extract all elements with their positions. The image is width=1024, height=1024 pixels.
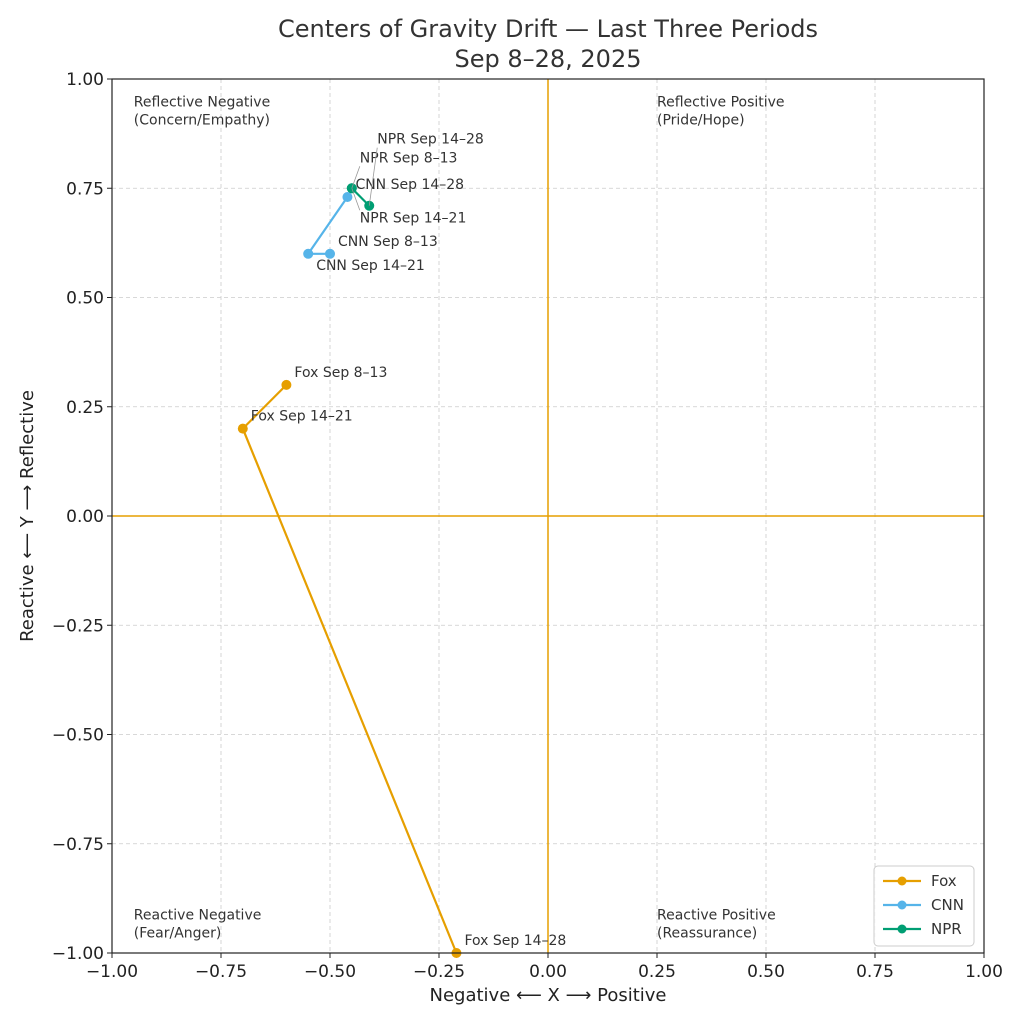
x-tick-label: 0.00 — [529, 962, 567, 982]
data-point-fox — [237, 423, 248, 434]
x-axis-label: Negative ⟵ X ⟶ Positive — [430, 985, 667, 1006]
y-tick-label: 0.25 — [66, 398, 104, 418]
x-tick-label: 0.50 — [747, 962, 785, 982]
data-point-fox — [281, 379, 292, 390]
legend-item-cnn: CNN — [883, 896, 964, 914]
y-tick-label: 0.00 — [66, 507, 104, 527]
x-tick-label: 0.25 — [638, 962, 676, 982]
legend: Fox CNN NPR — [873, 865, 975, 947]
data-label: Fox Sep 8–13 — [294, 365, 387, 381]
quadrant-labels: Reflective Negative(Concern/Empathy)Refl… — [134, 95, 785, 942]
quadrant-subtitle: (Reassurance) — [657, 925, 757, 941]
legend-label: NPR — [931, 920, 962, 938]
y-tick-label: −0.75 — [52, 835, 104, 855]
zero-lines — [112, 79, 984, 953]
data-labels: Fox Sep 8–13 Fox Sep 14–21 Fox Sep 14–28 CN… — [251, 132, 567, 949]
data-label: CNN Sep 8–13 — [338, 234, 438, 250]
y-tick-label: 1.00 — [66, 70, 104, 90]
legend-marker — [897, 900, 907, 910]
legend-label: CNN — [931, 896, 964, 914]
data-label: NPR Sep 14–21 — [360, 210, 467, 226]
chart-subtitle: Sep 8–28, 2025 — [454, 45, 641, 73]
data-point-cnn — [325, 248, 335, 259]
y-tick-label: −1.00 — [52, 944, 104, 964]
quadrant-title: Reflective Negative — [134, 95, 270, 111]
legend-marker — [897, 924, 907, 934]
data-label: NPR Sep 8–13 — [360, 150, 458, 166]
y-tick-label: −0.25 — [52, 616, 104, 636]
x-ticks: −1.00 −0.75 −0.50 −0.25 0.00 0.25 0.50 0.75 1.00 — [86, 953, 1003, 982]
data-label: Fox Sep 14–28 — [464, 933, 566, 949]
label-leader-line — [351, 166, 361, 189]
y-ticks: −1.00 −0.75 −0.50 −0.25 0.00 0.25 0.50 0.75 1.00 — [52, 70, 112, 964]
x-tick-label: −0.75 — [195, 962, 247, 982]
data-label: CNN Sep 14–28 — [355, 177, 464, 193]
y-tick-label: −0.50 — [52, 726, 104, 746]
chart-title: Centers of Gravity Drift — Last Three Pe… — [278, 15, 818, 43]
legend-label: Fox — [931, 872, 957, 890]
label-leader-line — [351, 188, 361, 211]
quadrant-subtitle: (Fear/Anger) — [134, 925, 222, 941]
quadrant-label-top-right: Reflective Positive (Pride/Hope) — [657, 95, 785, 129]
data-label: NPR Sep 14–28 — [377, 132, 484, 148]
label-leader-line — [368, 147, 378, 206]
x-tick-label: 1.00 — [965, 962, 1003, 982]
quadrant-subtitle: (Pride/Hope) — [657, 113, 745, 129]
x-tick-label: −0.50 — [304, 962, 356, 982]
quadrant-label-top-left: Reflective Negative (Concern/Empathy) — [134, 95, 270, 129]
series-fox — [237, 379, 462, 958]
series-cnn — [303, 191, 353, 259]
y-tick-label: 0.75 — [66, 179, 104, 199]
data-point-cnn — [303, 248, 314, 259]
y-axis-label: Reactive ⟵ Y ⟶ Reflective — [17, 390, 38, 642]
quadrant-label-bottom-right: Reactive Positive (Reassurance) — [657, 907, 776, 941]
legend-item-npr: NPR — [883, 920, 962, 938]
data-point-cnn — [342, 191, 353, 202]
quadrant-title: Reflective Positive — [657, 95, 785, 111]
data-label: Fox Sep 14–21 — [251, 409, 353, 425]
x-tick-label: −1.00 — [86, 962, 138, 982]
legend-item-fox: Fox — [883, 872, 957, 890]
quadrant-label-bottom-left: Reactive Negative (Fear/Anger) — [134, 907, 262, 941]
y-tick-label: 0.50 — [66, 289, 104, 309]
series-layer — [237, 183, 462, 958]
x-tick-label: −0.25 — [413, 962, 465, 982]
quadrant-subtitle: (Concern/Empathy) — [134, 113, 270, 129]
series-line-fox — [241, 384, 458, 954]
quadrant-title: Reactive Positive — [657, 907, 776, 923]
legend-marker — [897, 876, 907, 886]
quadrant-title: Reactive Negative — [134, 907, 262, 923]
data-label: CNN Sep 14–21 — [316, 258, 425, 274]
x-tick-label: 0.75 — [856, 962, 894, 982]
